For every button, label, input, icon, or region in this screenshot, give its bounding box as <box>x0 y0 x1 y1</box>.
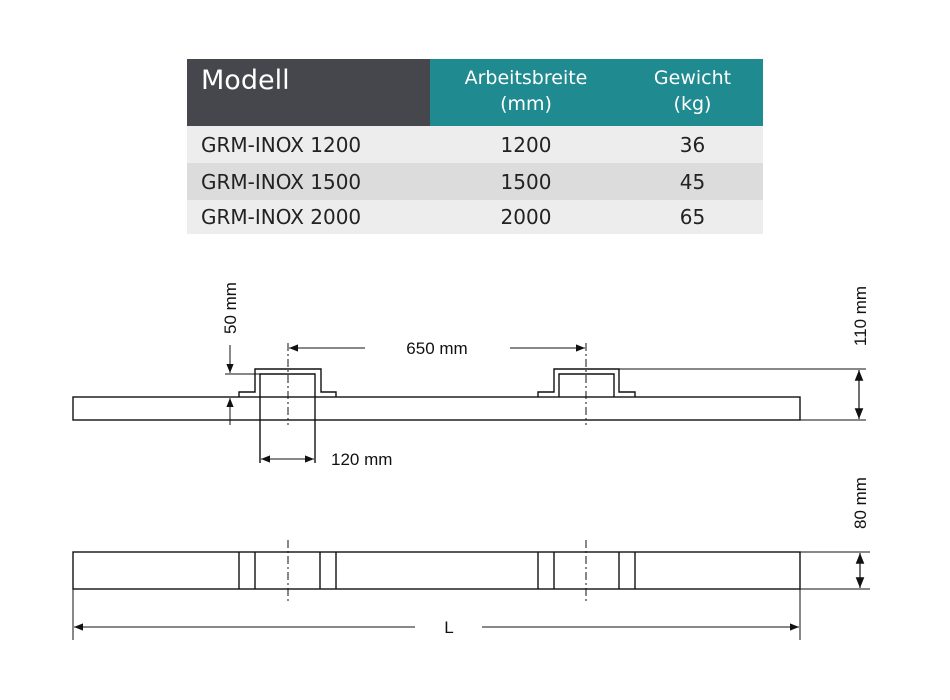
header-gewicht-unit: (kg) <box>673 93 712 115</box>
cell-weight: 65 <box>679 205 706 229</box>
cell-model: GRM-INOX 2000 <box>201 205 362 229</box>
label-L: L <box>444 618 453 637</box>
label-80mm: 80 mm <box>851 477 870 529</box>
header-gewicht-label: Gewicht <box>653 67 732 89</box>
table-row: GRM-INOX 2000 2000 65 <box>187 200 763 234</box>
beam-side-view <box>72 396 801 421</box>
beam-top-view <box>72 551 801 590</box>
bracket-outlines-top-view <box>238 552 636 589</box>
bracket-right-outer <box>537 368 636 397</box>
header-arbeitsbreite: Arbeitsbreite (mm) <box>430 59 622 126</box>
bracket-left-inner <box>259 373 316 463</box>
label-110mm: 110 mm <box>851 286 870 346</box>
header-modell: Modell <box>187 59 430 126</box>
cell-width: 1500 <box>500 169 552 194</box>
bracket-right-inner <box>558 373 615 397</box>
label-120mm: 120 mm <box>331 450 392 469</box>
header-arbeitsbreite-unit: (mm) <box>500 93 552 115</box>
cell-weight: 45 <box>679 169 706 194</box>
label-650mm: 650 mm <box>406 339 467 358</box>
cell-width: 2000 <box>500 205 552 229</box>
table-row: GRM-INOX 1500 1500 45 <box>187 163 763 200</box>
bracket-left-outer <box>238 368 337 397</box>
table-row: GRM-INOX 1200 1200 36 <box>187 126 763 163</box>
cell-weight: 36 <box>679 132 706 157</box>
header-arbeitsbreite-label: Arbeitsbreite <box>464 67 588 89</box>
cell-model: GRM-INOX 1500 <box>201 169 362 194</box>
header-gewicht: Gewicht (kg) <box>622 59 763 126</box>
cell-width: 1200 <box>500 132 552 157</box>
label-50mm: 50 mm <box>221 282 240 334</box>
model-table: Modell Arbeitsbreite (mm) Gewicht (kg) G… <box>187 59 763 234</box>
cell-model: GRM-INOX 1200 <box>201 132 362 157</box>
table-header: Modell Arbeitsbreite (mm) Gewicht (kg) <box>187 59 763 126</box>
